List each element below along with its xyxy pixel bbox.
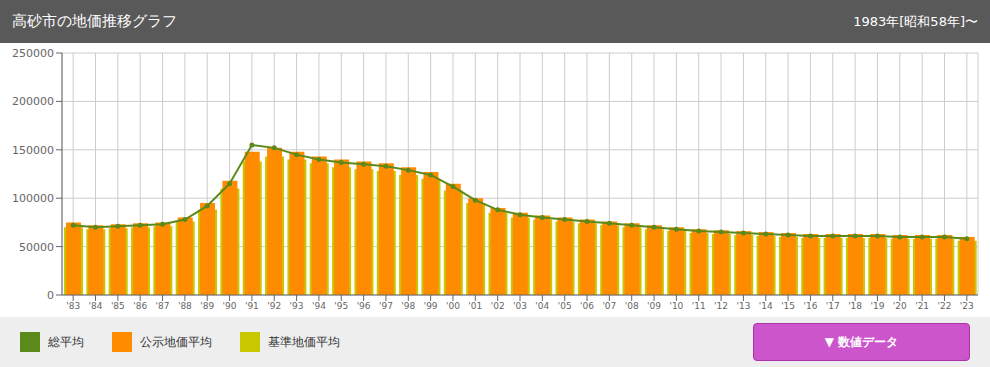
- svg-text:'88: '88: [178, 301, 192, 311]
- html-text:公示地価平均: 公示地価平均: [140, 334, 212, 349]
- svg-text:'85: '85: [111, 301, 125, 311]
- svg-text:'22: '22: [938, 301, 952, 311]
- svg-text:'84: '84: [89, 301, 103, 311]
- svg-text:'01: '01: [468, 301, 482, 311]
- svg-text:'12: '12: [714, 301, 728, 311]
- svg-text:'99: '99: [424, 301, 438, 311]
- html-text:基準地価平均: 基準地価平均: [268, 334, 340, 349]
- html-text:1983年[昭和58年]〜: 1983年[昭和58年]〜: [853, 13, 978, 29]
- svg-text:'83: '83: [66, 301, 80, 311]
- svg-text:'87: '87: [156, 301, 170, 311]
- html-text:▼ 数値データ: ▼ 数値データ: [824, 334, 899, 349]
- svg-text:'89: '89: [200, 301, 214, 311]
- svg-text:'98: '98: [401, 301, 415, 311]
- svg-text:'23: '23: [960, 301, 974, 311]
- svg-text:'18: '18: [848, 301, 862, 311]
- svg-text:150000: 150000: [12, 144, 54, 157]
- svg-text:'11: '11: [692, 301, 706, 311]
- svg-text:'90: '90: [223, 301, 237, 311]
- svg-text:'92: '92: [267, 301, 281, 311]
- html-text:高砂市の地価推移グラフ: 高砂市の地価推移グラフ: [12, 12, 177, 30]
- svg-text:'03: '03: [513, 301, 527, 311]
- svg-text:'86: '86: [133, 301, 147, 311]
- svg-text:'10: '10: [669, 301, 683, 311]
- svg-text:'97: '97: [379, 301, 393, 311]
- svg-text:'16: '16: [803, 301, 817, 311]
- svg-text:'91: '91: [245, 301, 259, 311]
- svg-text:50000: 50000: [19, 241, 54, 254]
- svg-text:'21: '21: [915, 301, 929, 311]
- svg-text:'93: '93: [290, 301, 304, 311]
- svg-text:'08: '08: [625, 301, 639, 311]
- svg-text:250000: 250000: [12, 47, 54, 60]
- svg-text:200000: 200000: [12, 95, 54, 108]
- svg-text:'07: '07: [602, 301, 616, 311]
- svg-text:'02: '02: [491, 301, 505, 311]
- svg-text:'15: '15: [781, 301, 795, 311]
- svg-text:'95: '95: [334, 301, 348, 311]
- svg-text:'17: '17: [826, 301, 840, 311]
- svg-text:'14: '14: [759, 301, 773, 311]
- svg-text:'94: '94: [312, 301, 326, 311]
- svg-text:'00: '00: [446, 301, 460, 311]
- svg-text:'05: '05: [558, 301, 572, 311]
- svg-text:'04: '04: [535, 301, 549, 311]
- svg-text:'06: '06: [580, 301, 594, 311]
- svg-text:'19: '19: [870, 301, 884, 311]
- svg-text:'20: '20: [893, 301, 907, 311]
- svg-text:'13: '13: [736, 301, 750, 311]
- html-text:総平均: 総平均: [48, 334, 84, 349]
- svg-text:0: 0: [47, 289, 54, 302]
- svg-text:'96: '96: [357, 301, 371, 311]
- svg-text:'09: '09: [647, 301, 661, 311]
- svg-text:100000: 100000: [12, 192, 54, 205]
